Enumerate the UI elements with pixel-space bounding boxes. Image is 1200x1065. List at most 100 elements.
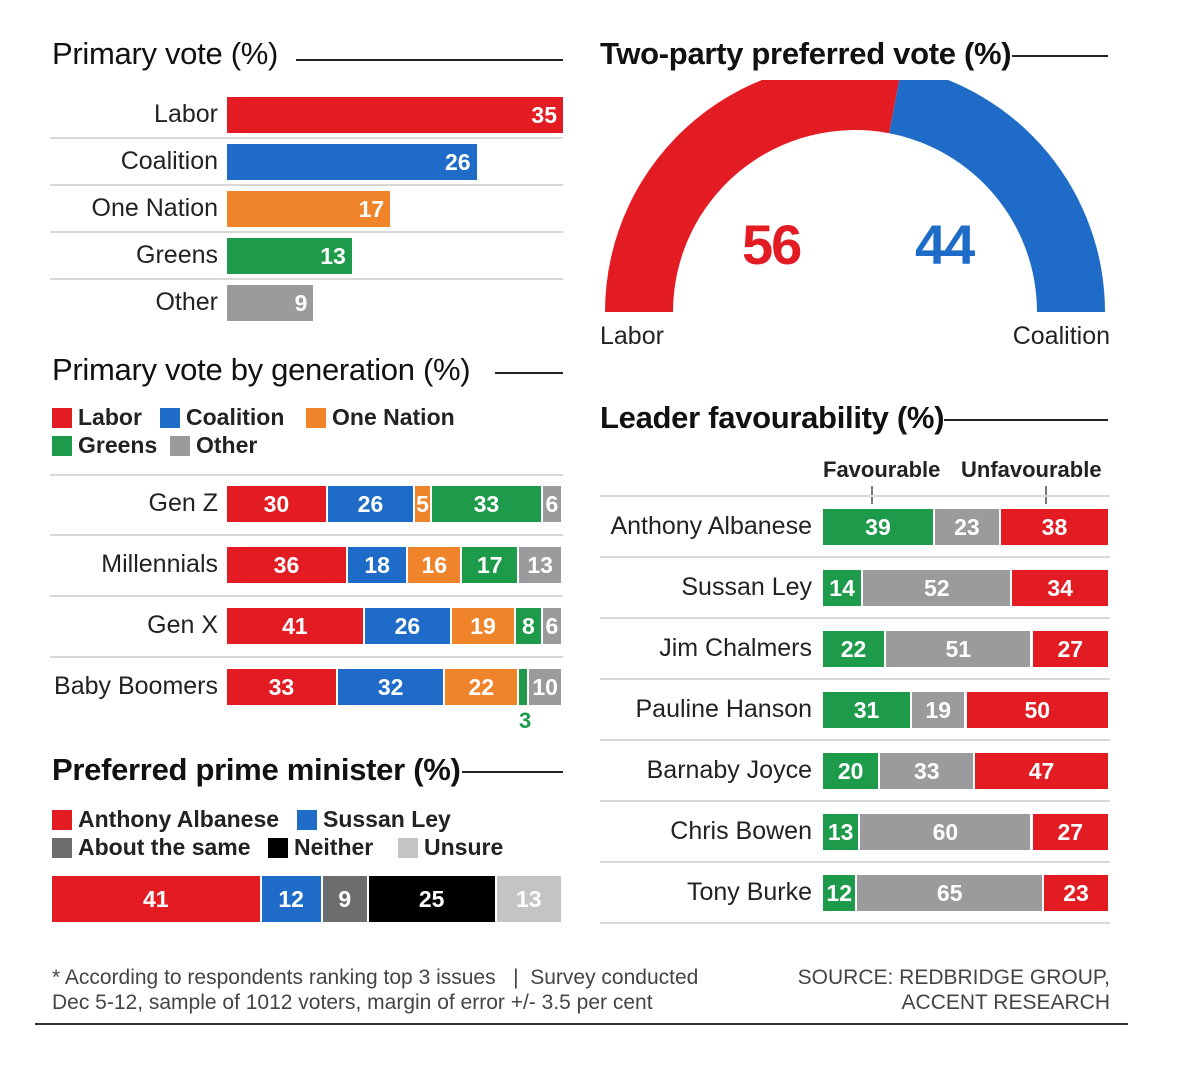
generation-row-rule: [50, 595, 563, 597]
leader-seg-tony-burke-0: 12: [823, 875, 856, 911]
leader-top-rule: [600, 495, 1110, 497]
two-party-arc-labor: [605, 80, 900, 312]
two-party-gauge: [605, 80, 1105, 312]
primary-vote-label-labor: Labor: [154, 100, 218, 128]
generation-seg-gen-x-greens: 8: [515, 608, 541, 644]
generation-legend-one-nation: One Nation: [306, 404, 455, 431]
legend-label: About the same: [78, 834, 251, 860]
footnote-line-1: * According to respondents ranking top 3…: [52, 966, 699, 989]
leader-row-rule: [600, 922, 1110, 924]
preferred-pm-title: Preferred prime minister (%): [52, 752, 461, 787]
legend-label: Neither: [294, 834, 374, 860]
generation-title-rule: [495, 372, 563, 374]
generation-seg-gen-x-labor: 41: [227, 608, 363, 644]
legend-swatch: [52, 837, 72, 858]
legend-swatch: [398, 837, 418, 858]
leader-label-jim-chalmers: Jim Chalmers: [659, 634, 812, 662]
preferred-pm-seg-unsure: 13: [496, 876, 561, 922]
leader-row-rule: [600, 678, 1110, 680]
generation-seg-gen-z-coalition: 26: [327, 486, 414, 522]
generation-title: Primary vote by generation (%): [52, 352, 471, 387]
generation-seg-baby-boomers-labor: 33: [227, 669, 336, 705]
preferred-pm-seg-neither: 25: [368, 876, 495, 922]
primary-vote-title: Primary vote (%): [52, 36, 279, 71]
leader-title: Leader favourability (%): [600, 400, 945, 435]
legend-swatch: [52, 435, 72, 456]
source-note: SOURCE: REDBRIDGE GROUP, ACCENT RESEARCH: [798, 965, 1110, 1015]
generation-seg-gen-z-labor: 30: [227, 486, 326, 522]
leader-seg-barnaby-joyce-1: 33: [880, 753, 974, 789]
two-party-title-rule: [1012, 55, 1108, 57]
legend-label: Labor: [78, 404, 142, 430]
leader-seg-jim-chalmers-1: 51: [886, 631, 1031, 667]
generation-seg-millennials-other: 13: [519, 547, 561, 583]
preferred-pm-legend-anthony-albanese: Anthony Albanese: [52, 806, 279, 833]
leader-seg-chris-bowen-2: 27: [1032, 814, 1108, 850]
generation-legend-coalition: Coalition: [160, 404, 284, 431]
generation-legend-greens: Greens: [52, 432, 157, 459]
generation-top-rule: [50, 474, 563, 476]
generation-seg-baby-boomers-other: 10: [529, 669, 561, 705]
generation-label-millennials: Millennials: [101, 550, 218, 578]
leader-seg-barnaby-joyce-0: 20: [823, 753, 879, 789]
leader-seg-barnaby-joyce-2: 47: [975, 753, 1108, 789]
two-party-coalition-label: Coalition: [1012, 322, 1110, 350]
favourable-header: Favourable: [823, 457, 941, 482]
preferred-pm-seg-about-the-same: 9: [322, 876, 367, 922]
generation-seg-baby-boomers-one-nation: 22: [445, 669, 518, 705]
generation-label-gen-x: Gen X: [147, 611, 218, 639]
preferred-pm-legend-unsure: Unsure: [398, 834, 503, 861]
leader-seg-jim-chalmers-2: 27: [1032, 631, 1108, 667]
source-line-2: ACCENT RESEARCH: [901, 991, 1110, 1014]
legend-swatch: [297, 809, 317, 830]
legend-swatch: [52, 407, 72, 428]
generation-seg-gen-z-greens: 33: [431, 486, 541, 522]
generation-label-baby-boomers: Baby Boomers: [54, 672, 218, 700]
source-line-1: SOURCE: REDBRIDGE GROUP,: [797, 966, 1110, 989]
primary-vote-bar-greens: 13: [227, 238, 352, 274]
generation-legend-labor: Labor: [52, 404, 142, 431]
generation-row-rule: [50, 534, 563, 536]
generation-label-gen-z: Gen Z: [148, 489, 218, 517]
two-party-labor-label: Labor: [600, 322, 664, 350]
legend-label: Unsure: [424, 834, 504, 860]
generation-seg-baby-boomers-coalition: 32: [337, 669, 444, 705]
legend-label: Other: [196, 432, 258, 458]
footnote: * According to respondents ranking top 3…: [52, 965, 698, 1015]
legend-label: Sussan Ley: [323, 806, 451, 832]
generation-seg-millennials-labor: 36: [227, 547, 346, 583]
primary-vote-bar-one-nation: 17: [227, 191, 391, 227]
footer-rule: [35, 1023, 1128, 1025]
primary-vote-row-rule: [50, 184, 563, 186]
primary-vote-bar-labor: 35: [227, 97, 563, 133]
legend-swatch: [52, 809, 72, 830]
leader-title-rule: [944, 419, 1108, 421]
leader-seg-anthony-albanese-1: 23: [934, 509, 999, 545]
leader-seg-anthony-albanese-0: 39: [823, 509, 933, 545]
generation-legend-other: Other: [170, 432, 257, 459]
two-party-title: Two-party preferred vote (%): [600, 36, 1012, 71]
generation-row-rule: [50, 656, 563, 658]
leader-row-rule: [600, 800, 1110, 802]
preferred-pm-legend-about-the-same: About the same: [52, 834, 251, 861]
two-party-coalition-value: 44: [915, 213, 975, 276]
preferred-pm-title-rule: [462, 771, 563, 773]
leader-seg-pauline-hanson-1: 19: [911, 692, 965, 728]
leader-seg-tony-burke-1: 65: [857, 875, 1042, 911]
leader-seg-anthony-albanese-2: 38: [1000, 509, 1108, 545]
primary-vote-label-greens: Greens: [136, 241, 218, 269]
generation-seg-gen-z-one-nation: 5: [415, 486, 430, 522]
generation-seg-millennials-coalition: 18: [347, 547, 407, 583]
leader-seg-chris-bowen-1: 60: [860, 814, 1031, 850]
preferred-pm-seg-anthony-albanese: 41: [52, 876, 260, 922]
leader-seg-pauline-hanson-2: 50: [966, 692, 1108, 728]
leader-row-rule: [600, 617, 1110, 619]
generation-seg-gen-z-other: 6: [542, 486, 561, 522]
legend-label: Anthony Albanese: [78, 806, 280, 832]
leader-label-pauline-hanson: Pauline Hanson: [635, 695, 812, 723]
legend-swatch: [160, 407, 180, 428]
leader-seg-sussan-ley-0: 14: [823, 570, 862, 606]
generation-seg-millennials-one-nation: 16: [408, 547, 461, 583]
leader-label-anthony-albanese: Anthony Albanese: [610, 512, 812, 540]
footnote-line-2: Dec 5-12, sample of 1012 voters, margin …: [52, 991, 653, 1014]
